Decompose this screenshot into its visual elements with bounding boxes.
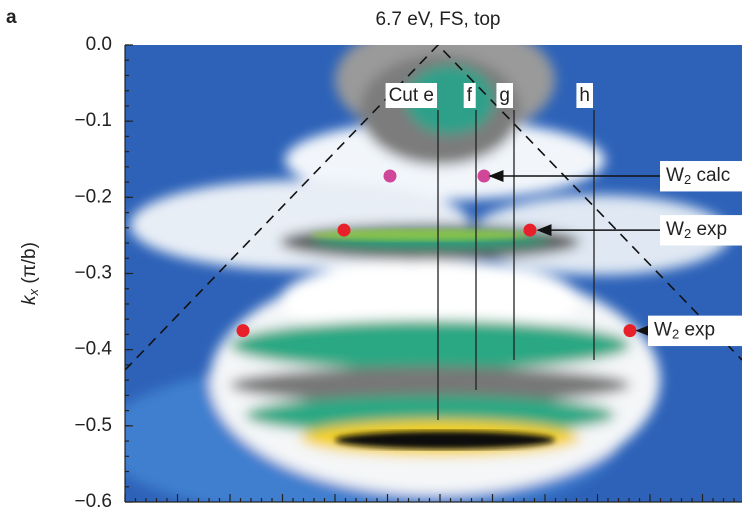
y-label-rest: (π/b)	[19, 242, 40, 289]
annotation-sub: 2	[672, 327, 679, 342]
cut-label: h	[579, 85, 590, 106]
y-tick-label: −0.6	[74, 491, 112, 512]
marker	[338, 224, 351, 237]
marker	[478, 170, 491, 183]
annotation-rest: exp	[691, 219, 727, 240]
annotation-text: W2 exp	[666, 219, 727, 241]
cut-label: Cut e	[389, 85, 434, 106]
cut-label: g	[499, 85, 510, 106]
cut-label: f	[467, 85, 473, 106]
panel-label: a	[6, 7, 17, 28]
y-tick-label: −0.1	[74, 110, 112, 131]
y-axis-label: kx (π/b)	[19, 242, 41, 305]
annotation-main: W	[654, 320, 672, 341]
marker	[524, 224, 537, 237]
annotation-main: W	[666, 165, 684, 186]
marker	[237, 324, 250, 337]
chart-title: 6.7 eV, FS, top	[376, 9, 501, 30]
y-tick-label: −0.3	[74, 263, 112, 284]
annotation-text: W2 calc	[666, 165, 730, 187]
annotation-rest: calc	[691, 165, 730, 186]
y-tick-label: 0.0	[86, 34, 112, 55]
annotation-sub: 2	[684, 172, 691, 187]
figure: a 6.7 eV, FS, top kx (π/b) 0.0 −0.1 −0.2 −0.3 −…	[0, 0, 742, 522]
annotation: W2 exp	[637, 316, 742, 346]
y-tick-label: −0.5	[74, 415, 112, 436]
marker	[384, 170, 397, 183]
y-tick-label: −0.2	[74, 186, 112, 207]
annotation-sub: 2	[684, 227, 691, 242]
annotation-text: W2 exp	[654, 320, 715, 342]
y-tick-label: −0.4	[74, 339, 112, 360]
marker	[624, 324, 637, 337]
annotation-rest: exp	[679, 320, 715, 341]
annotation-main: W	[666, 219, 684, 240]
